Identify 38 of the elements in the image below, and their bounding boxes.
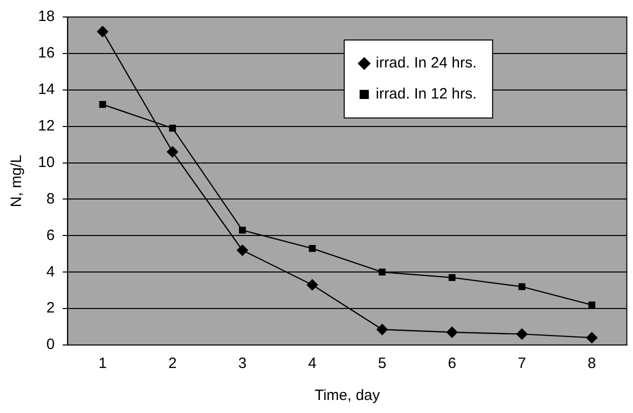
y-tick-label: 2 [46, 300, 55, 317]
point [99, 101, 106, 108]
point [448, 274, 456, 282]
y-tick-label: 14 [38, 81, 55, 98]
point [376, 324, 388, 336]
x-tick-label: 4 [308, 355, 316, 372]
point [586, 332, 598, 344]
point [166, 146, 178, 158]
y-tick-label: 18 [38, 8, 55, 26]
y-tick-label: 16 [38, 44, 55, 62]
y-tick-label: 10 [38, 154, 55, 171]
point [516, 328, 528, 340]
y-tick-label: 4 [46, 263, 55, 280]
x-tick-label: 2 [168, 355, 177, 372]
y-tick-label: 12 [38, 117, 55, 134]
legend-label: irrad. In 24 hrs. [376, 54, 477, 72]
point [588, 301, 596, 308]
point [378, 268, 386, 276]
point [446, 326, 458, 338]
x-tick-label: 1 [98, 355, 107, 372]
x-tick-label: 6 [448, 355, 456, 372]
legend-label: irrad. In 12 hrs. [376, 86, 477, 103]
point [306, 279, 318, 290]
y-tick-label: 6 [46, 226, 55, 244]
point [308, 244, 316, 252]
x-axis-title: Time, day [314, 387, 380, 404]
x-tick-label: 3 [238, 355, 247, 372]
point [236, 244, 248, 256]
point [97, 26, 108, 38]
point [169, 124, 176, 132]
point [238, 226, 246, 234]
y-tick-label: 0 [46, 336, 55, 354]
x-tick-label: 5 [378, 355, 386, 372]
point [518, 283, 526, 290]
x-tick-label: 7 [518, 355, 526, 372]
y-axis-title: N, mg/L [8, 154, 26, 208]
x-tick-label: 8 [588, 355, 596, 372]
y-tick-label: 8 [46, 190, 55, 208]
